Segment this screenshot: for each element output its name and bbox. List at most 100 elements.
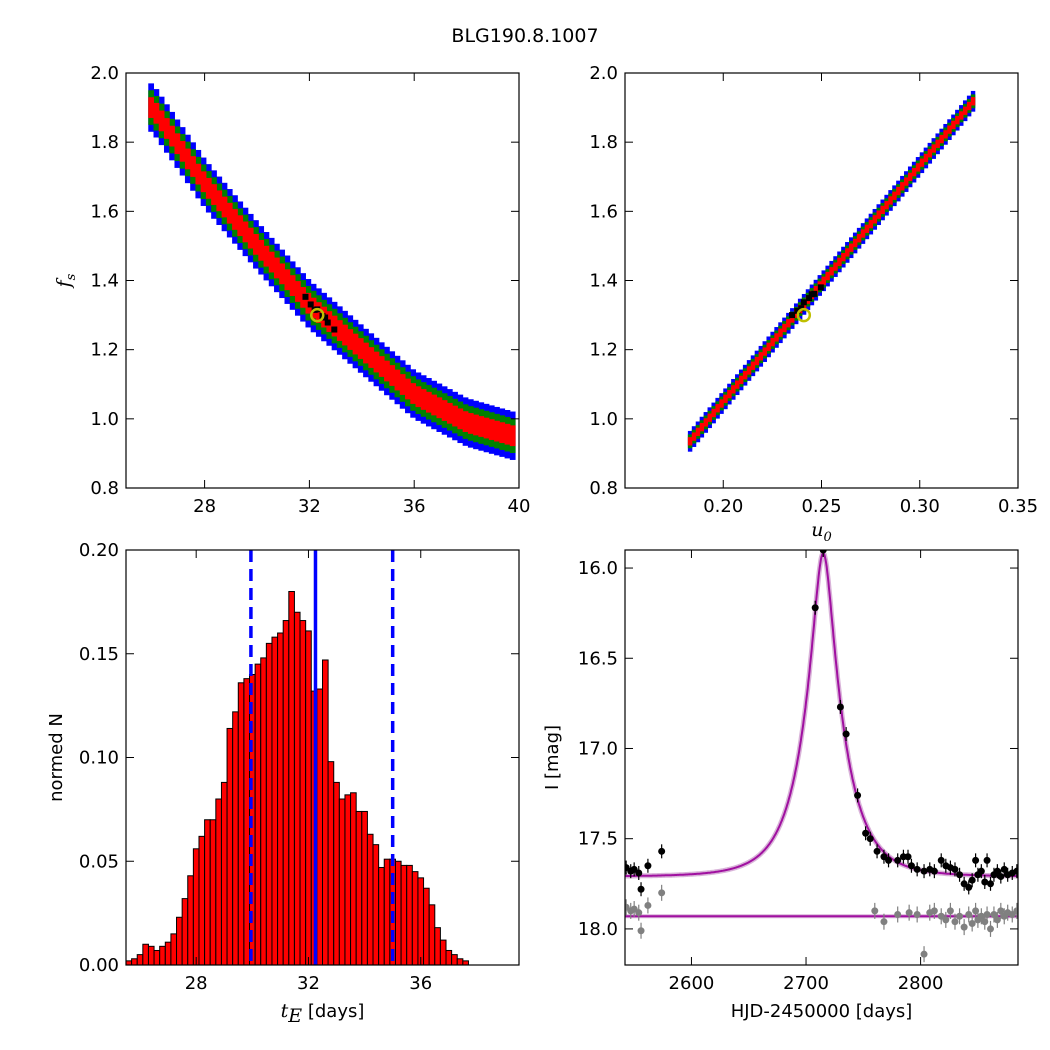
best-chi2-cell — [817, 284, 824, 291]
histogram-bar — [271, 636, 279, 965]
sigma1-region — [962, 106, 968, 115]
y-tick-label: 2.0 — [589, 63, 618, 84]
data-point — [904, 853, 912, 861]
best-chi2-cell — [789, 312, 796, 319]
data-point — [907, 862, 915, 870]
data-point — [1000, 865, 1008, 873]
data-point — [968, 876, 976, 884]
residual-point — [930, 907, 938, 915]
residual-point — [644, 901, 652, 909]
y-tick-label: 0.20 — [79, 540, 119, 561]
histogram-bar — [366, 833, 374, 965]
sigma1-region — [907, 172, 913, 182]
sigma1-region — [727, 389, 732, 399]
sigma1-region — [754, 356, 760, 366]
histogram-bar — [265, 642, 273, 965]
model-band — [625, 550, 1018, 879]
x-tick-label: 0.20 — [703, 496, 743, 517]
x-tick-label: 0.25 — [801, 496, 841, 517]
sigma1-region — [268, 251, 275, 273]
sigma1-region — [833, 262, 838, 271]
y-tick-label: 17.5 — [578, 829, 618, 850]
best-chi2-cell — [806, 295, 813, 302]
sigma1-region — [825, 271, 830, 281]
sigma1-region — [179, 140, 186, 162]
residual-point — [635, 909, 643, 917]
sigma1-region — [420, 389, 427, 410]
sigma1-region — [247, 227, 254, 249]
data-point — [930, 867, 938, 875]
sigma1-region — [766, 342, 771, 352]
y-tick-label: 1.4 — [589, 271, 618, 292]
residual-point — [946, 907, 954, 915]
sigma1-region — [232, 209, 238, 230]
histogram-bar — [159, 945, 166, 965]
histogram-bar — [243, 678, 251, 965]
histogram-bar — [288, 591, 295, 965]
y-axis-label: normed N — [46, 713, 67, 802]
histogram-bar — [322, 659, 329, 965]
sigma1-region — [719, 399, 724, 408]
sigma1-region — [837, 257, 842, 267]
sigma1-region — [253, 233, 259, 255]
sigma1-region — [703, 418, 709, 427]
histogram-bar — [277, 632, 284, 965]
sigma1-region — [939, 134, 944, 144]
sigma1-region — [205, 177, 212, 199]
figure-title: BLG190.8.1007 — [451, 25, 598, 47]
histogram-bar — [254, 663, 262, 965]
x-tick-label: 28 — [185, 973, 208, 994]
sigma1-region — [373, 351, 380, 373]
sigma1-region — [935, 139, 940, 148]
best-fit-marker — [796, 307, 812, 323]
y-tick-label: 17.0 — [578, 738, 618, 759]
x-axis-label-rest: [days] — [302, 1001, 364, 1022]
residual-point — [983, 910, 991, 918]
sigma1-region — [237, 215, 244, 237]
data-point — [866, 835, 874, 843]
y-axis-label-sub: s — [64, 273, 79, 280]
sigma1-region — [707, 413, 712, 422]
histogram-bar — [220, 781, 228, 965]
x-tick-label: 32 — [297, 973, 320, 994]
residual-point — [942, 916, 950, 924]
sigma1-region — [746, 366, 752, 375]
sigma1-region — [174, 133, 181, 155]
sigma1-region — [786, 319, 791, 328]
histogram-bar — [462, 960, 469, 965]
sigma1-region — [509, 425, 516, 447]
y-tick-label: 1.0 — [90, 409, 119, 430]
sigma1-region — [158, 110, 165, 132]
sigma1-region — [947, 125, 952, 134]
sigma1-region — [410, 383, 417, 404]
sigma1-region — [363, 342, 369, 364]
sigma1-region — [821, 276, 826, 285]
residual-point — [913, 910, 921, 918]
panel-tE-fs: 28 32 36 40 0.8 1.0 1.2 1.4 1.6 1.8 2.0 fs — [53, 63, 530, 517]
data-point — [644, 862, 652, 870]
histogram-bar — [299, 620, 307, 965]
residual-point — [977, 912, 985, 920]
sigma1-region — [405, 378, 411, 400]
x-tick-label: 28 — [193, 496, 216, 517]
y-axis-label-main: f — [53, 277, 75, 289]
histogram-bar — [394, 860, 402, 965]
sigma1-region — [153, 102, 160, 124]
histogram-bar — [131, 958, 138, 965]
sigma1-region — [289, 275, 296, 296]
x-axis-label-main: t — [281, 1000, 289, 1022]
histogram-bar — [372, 844, 380, 965]
sigma1-region — [190, 156, 196, 177]
sigma1-region — [352, 333, 359, 355]
histogram-bar — [226, 727, 234, 965]
data-point — [977, 867, 985, 875]
x-axis-label: HJD-2450000 [days] — [731, 1001, 913, 1022]
sigma1-region — [695, 427, 701, 437]
histogram-bar — [126, 960, 133, 965]
x-tick-label: 2600 — [669, 973, 715, 994]
sigma1-region — [864, 224, 870, 233]
histogram-bar — [204, 819, 211, 965]
sigma1-region — [951, 120, 956, 130]
residual-point — [987, 925, 995, 933]
